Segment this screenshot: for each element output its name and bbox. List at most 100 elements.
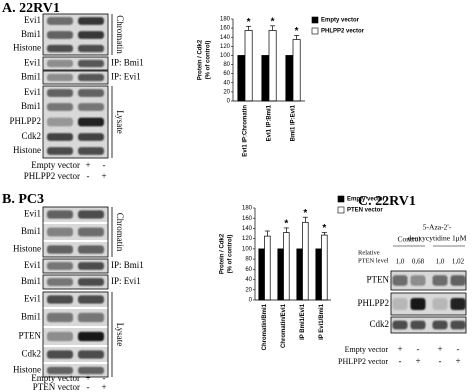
blot-band (47, 31, 73, 39)
blot-band (410, 275, 426, 286)
y-tick-label: 140 (220, 35, 231, 41)
y-tick-label: 0 (249, 298, 253, 304)
row-label: Evi1 (24, 260, 41, 270)
x-tick-label: Chromatin/Bmi1 (262, 303, 268, 350)
condition-sign: + (101, 171, 106, 181)
blot-band (78, 312, 104, 323)
row-label: Bmi1 (21, 312, 41, 322)
y-tick-label: 40 (223, 80, 230, 86)
x-tick-label: IP Bmi1/Evi1 (300, 303, 306, 340)
x-tick-label: Chromatin/Evi1 (281, 303, 287, 348)
blot-band (78, 31, 104, 39)
y-tick-label: 80 (245, 257, 252, 263)
x-tick-label: IP Evi1/Bmi1 (319, 303, 325, 340)
panel-label: C. 22RV1 (358, 194, 416, 209)
panel-label: B. PC3 (2, 192, 44, 207)
condition-sign: + (85, 373, 90, 383)
section-label: Chromatin (115, 15, 125, 54)
row-label: Histone (13, 145, 41, 155)
bar (237, 55, 246, 102)
blot-box (390, 316, 467, 334)
blot-band (47, 366, 73, 375)
blot-box (42, 70, 109, 85)
blot-band (78, 103, 104, 111)
row-label: Bmi1 (21, 29, 41, 39)
significance: * (322, 223, 326, 234)
bar (261, 55, 270, 102)
y-axis-label: (% of control) (228, 235, 234, 274)
legend-swatch (337, 206, 345, 214)
blot-band (450, 297, 466, 311)
significance: * (284, 219, 288, 230)
bar (244, 30, 253, 102)
condition-label: Empty vector (31, 373, 80, 383)
blot-band (78, 350, 104, 359)
bar (302, 221, 309, 301)
blot-band (78, 295, 104, 304)
blot-row-bg (391, 271, 466, 290)
blot-band (392, 320, 408, 330)
condition-label: Empty vector (345, 345, 389, 354)
y-axis-label: Protein / Cdk2 (220, 233, 226, 274)
bar (292, 39, 301, 102)
blot-band (78, 44, 104, 53)
row-label: PTEN (19, 331, 42, 341)
significance: * (295, 26, 299, 37)
blot-band (47, 312, 73, 323)
relative-label: PTEN level (358, 257, 389, 264)
blot-box (390, 292, 467, 316)
section-label: IP: Evi1 (111, 72, 141, 82)
condition-sign: - (439, 356, 442, 366)
relative-value: 0,68 (412, 258, 425, 266)
treatment-label: 5-Aza-2'- (423, 223, 452, 232)
row-label: Histone (13, 244, 41, 254)
blot-box (42, 85, 109, 159)
treatment-label: Control (398, 235, 421, 244)
y-tick-label: 140 (242, 226, 253, 232)
row-label: Bmi1 (21, 276, 41, 286)
row-label: Bmi1 (21, 226, 41, 236)
y-axis-label: (% of control) (206, 41, 212, 80)
blot-band (78, 227, 104, 237)
blot-band (47, 117, 73, 127)
condition-sign: - (103, 160, 106, 170)
blot-band (78, 262, 104, 270)
blot-band (78, 147, 104, 155)
blot-box (42, 13, 109, 56)
blot-band (47, 73, 73, 82)
row-label: Histone (13, 365, 41, 375)
blot-band (47, 278, 73, 286)
bar (258, 248, 265, 301)
blot-band (392, 297, 408, 311)
section-label: IP: Bmi1 (111, 260, 144, 270)
y-tick-label: 180 (242, 206, 253, 212)
blot-band (78, 17, 104, 25)
blot-band (78, 278, 104, 286)
bar (283, 232, 290, 301)
y-tick-label: 0 (227, 99, 231, 105)
y-tick-label: 180 (220, 17, 231, 23)
y-tick-label: 100 (242, 246, 253, 252)
row-label: PTEN (367, 275, 390, 285)
section-label: Chromatin (115, 213, 125, 252)
condition-sign: - (417, 344, 420, 354)
blot-band (47, 210, 73, 219)
row-label: Evi1 (24, 58, 41, 68)
row-label: Evi1 (24, 209, 41, 219)
bar (268, 30, 277, 102)
blot-band (47, 262, 73, 270)
row-label: Evi1 (24, 15, 41, 25)
blot-box (42, 206, 109, 258)
blot-band (47, 147, 73, 155)
y-tick-label: 60 (245, 267, 252, 273)
blot-band (78, 366, 104, 375)
condition-sign: + (455, 356, 460, 366)
row-label: Histone (13, 43, 41, 53)
condition-sign: + (415, 356, 420, 366)
condition-label: Empty vector (31, 160, 80, 170)
significance: * (271, 16, 275, 27)
blot-box (390, 270, 467, 291)
blot-band (47, 295, 73, 304)
bar (321, 234, 328, 301)
condition-sign: - (103, 373, 106, 383)
